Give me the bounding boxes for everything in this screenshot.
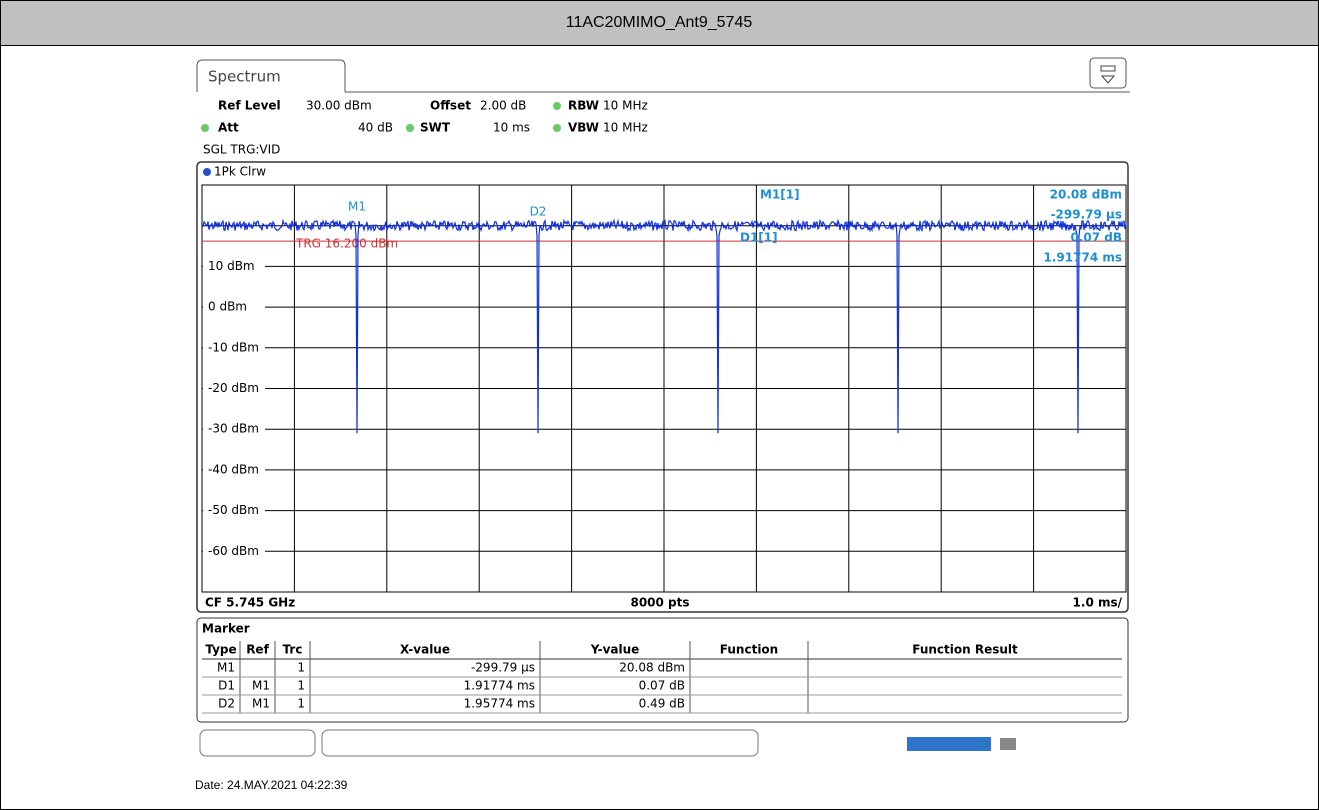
footer-right: 1.0 ms/ (1073, 596, 1123, 610)
readout: D1[1] (740, 231, 778, 245)
table-cell: -299.79 µs (471, 661, 535, 675)
date: Date: 24.MAY.2021 04:22:39 (195, 778, 348, 792)
indicator (553, 102, 561, 110)
marker-table: Type Ref Trc X-value Y-value Function Function… (202, 641, 1122, 714)
setting-label: RBW (568, 99, 599, 113)
y-label-bg (203, 339, 265, 356)
readout: -299.79 µs (1051, 208, 1122, 222)
trigger-label: TRG 16.200 dBm (295, 237, 398, 251)
setting-label: Att (218, 121, 239, 135)
y-tick-label: 0 dBm (208, 300, 247, 314)
y-label-bg (203, 421, 265, 438)
table-header: Trc (283, 643, 303, 657)
softkey[interactable] (199, 729, 316, 757)
status-field (321, 729, 759, 757)
table-cell: M1 (252, 697, 270, 711)
table-header: Ref (246, 643, 269, 657)
y-tick-label: -50 dBm (208, 503, 259, 517)
setting-label: Ref Level (218, 99, 281, 113)
progress (907, 737, 991, 751)
y-tick-label: -40 dBm (208, 462, 259, 476)
plot: 10 dBm 0 dBm -10 dBm -20 dBm -30 dBm -40 dBm -… (201, 184, 1127, 593)
tab-label[interactable]: Spectrum (208, 68, 281, 86)
readout: 1.91774 ms (1044, 251, 1122, 265)
y-label-bg (203, 299, 265, 316)
footer-center: 8000 pts (630, 596, 689, 610)
table-cell: M1 (252, 679, 270, 693)
table-cell: 1 (297, 661, 305, 675)
indicator (553, 124, 561, 132)
tab[interactable] (196, 59, 346, 92)
trace-dot (203, 168, 211, 176)
marker-title: Marker (202, 622, 250, 636)
table-header: Y-value (590, 643, 640, 657)
readout: 0.07 dB (1070, 231, 1122, 245)
y-label-bg (203, 543, 265, 560)
table-cell: 0.49 dB (639, 697, 685, 711)
readout: M1[1] (760, 188, 800, 202)
y-label-bg (203, 380, 265, 397)
setting-label: VBW (568, 121, 599, 135)
table-cell: 1 (297, 697, 305, 711)
table-cell: 0.07 dB (639, 679, 685, 693)
setting-value: 2.00 dB (480, 99, 526, 113)
table-cell: 20.08 dBm (619, 661, 685, 675)
setting-value: 10 ms (493, 121, 530, 135)
table-header: Function Result (912, 643, 1018, 657)
y-tick-label: 10 dBm (208, 259, 255, 273)
setting-value: 10 MHz (603, 99, 648, 113)
setting-label: SWT (420, 121, 451, 135)
table-header: Function (720, 643, 778, 657)
table-cell: D2 (218, 697, 235, 711)
readout: 20.08 dBm (1050, 188, 1122, 202)
y-label-bg (203, 258, 265, 275)
table-cell: 1.91774 ms (464, 679, 535, 693)
y-tick-label: -60 dBm (208, 544, 259, 558)
y-label-bg (203, 461, 265, 478)
y-tick-label: -30 dBm (208, 422, 259, 436)
indicator (201, 124, 209, 132)
setting-value: 30.00 dBm (306, 99, 372, 113)
table-header: X-value (400, 643, 450, 657)
mode: SGL TRG:VID (203, 143, 280, 157)
menu-icon (1100, 65, 1116, 84)
y-label-bg (203, 502, 265, 519)
table-header: Type (205, 643, 236, 657)
indicator (406, 124, 414, 132)
y-tick-label: -20 dBm (208, 381, 259, 395)
marker-label: M1 (348, 200, 366, 214)
y-tick-label: -10 dBm (208, 340, 259, 354)
menu-button[interactable] (1089, 57, 1127, 89)
trace-label: 1Pk Clrw (214, 165, 266, 179)
table-cell: D1 (218, 679, 235, 693)
trace (201, 218, 1127, 434)
marker-label: D2 (530, 205, 547, 219)
table-cell: M1 (217, 661, 235, 675)
header-bar (0, 0, 1319, 46)
header-title: 11AC20MIMO_Ant9_5745 (566, 14, 753, 31)
setting-value: 40 dB (358, 121, 393, 135)
table-cell: 1.95774 ms (464, 697, 535, 711)
table-cell: 1 (297, 679, 305, 693)
status-icon (1000, 738, 1016, 750)
marker-window (196, 617, 1129, 723)
plot-window (196, 161, 1129, 613)
setting-label: Offset (430, 99, 471, 113)
footer-left: CF 5.745 GHz (205, 596, 295, 610)
setting-value: 10 MHz (603, 121, 648, 135)
